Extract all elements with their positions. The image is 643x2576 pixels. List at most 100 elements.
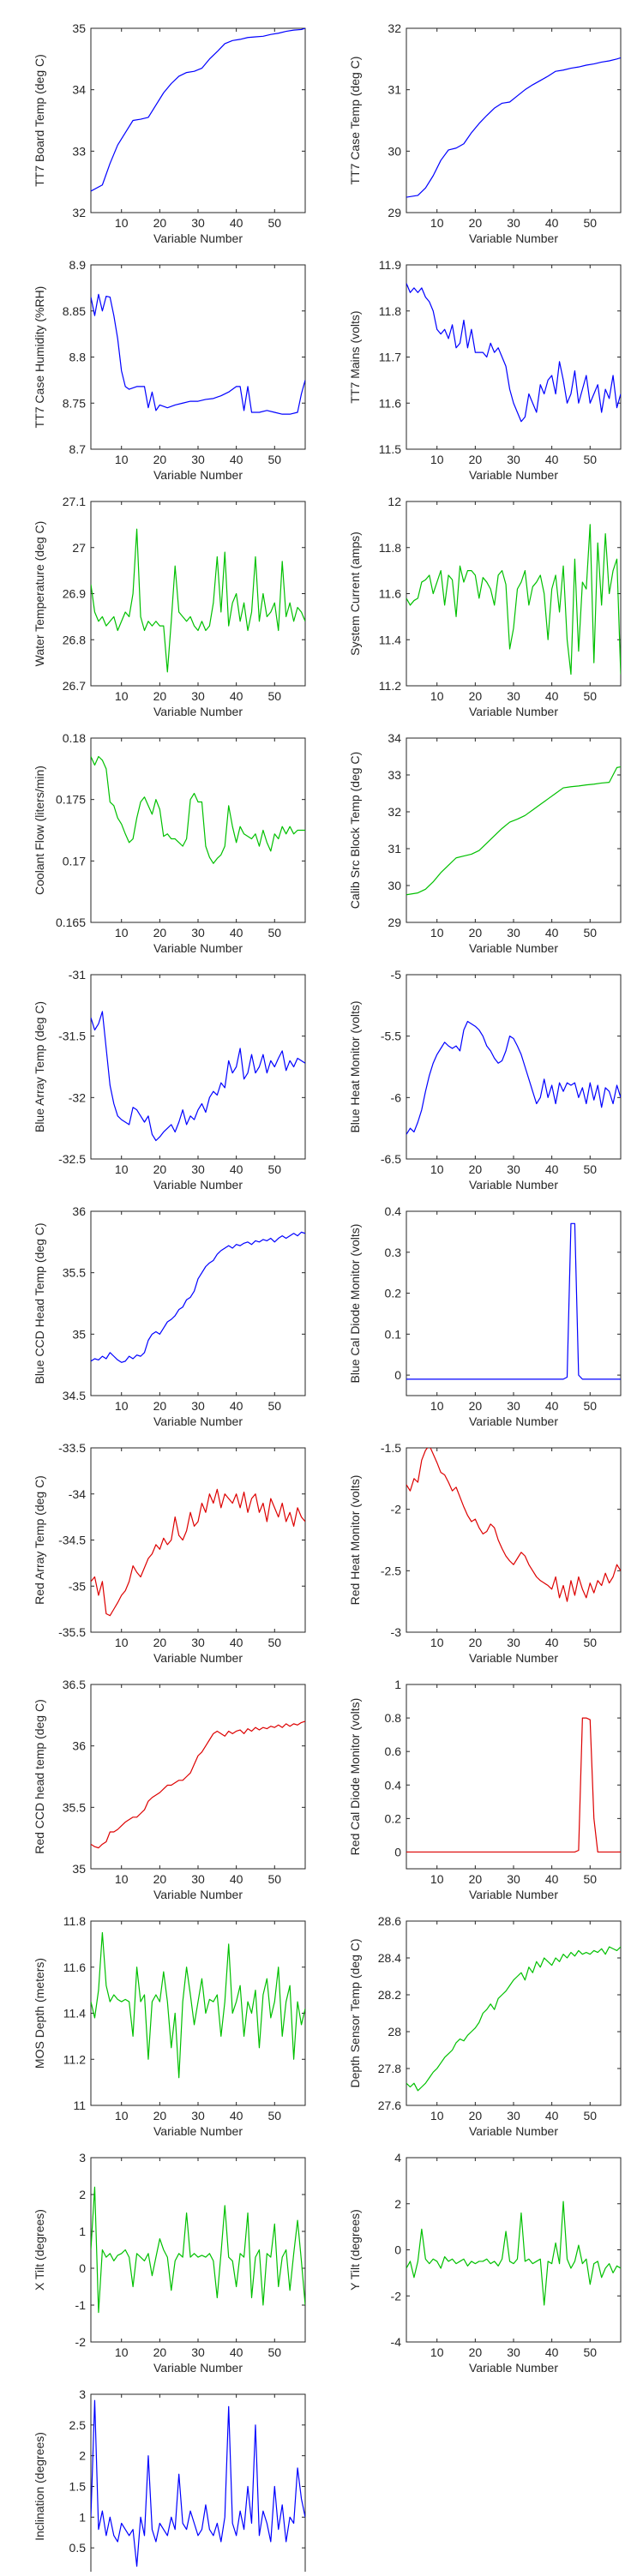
x-axis-label: Variable Number bbox=[469, 2124, 558, 2138]
series-line bbox=[91, 528, 305, 673]
x-tick-label: 30 bbox=[191, 216, 205, 230]
y-axis-label: Blue Cal Diode Monitor (volts) bbox=[348, 1224, 362, 1384]
y-tick-label: 11.6 bbox=[63, 1961, 86, 1974]
x-axis-label: Variable Number bbox=[153, 1888, 243, 1901]
y-axis-label: Blue CCD Head Temp (deg C) bbox=[33, 1222, 46, 1384]
plot-frame bbox=[90, 2393, 306, 2576]
y-tick-label: 11.8 bbox=[379, 304, 401, 318]
y-tick-label: 29 bbox=[388, 916, 401, 929]
y-tick-label: 0.18 bbox=[63, 731, 86, 745]
y-tick-label: 11.8 bbox=[63, 1914, 86, 1928]
y-tick-label: 26.8 bbox=[63, 633, 86, 646]
y-tick-label: 12 bbox=[388, 495, 401, 508]
x-tick-label: 20 bbox=[469, 926, 483, 940]
y-axis-label: Red CCD head temp (deg C) bbox=[33, 1699, 46, 1854]
y-axis-label: TT7 Case Humidity (%RH) bbox=[33, 286, 46, 429]
x-tick-label: 50 bbox=[267, 2345, 281, 2359]
y-axis-label: Depth Sensor Temp (deg C) bbox=[348, 1938, 362, 2087]
x-tick-label: 50 bbox=[583, 1872, 597, 1886]
y-tick-label: -1.5 bbox=[381, 1441, 401, 1455]
x-tick-label: 30 bbox=[191, 453, 205, 466]
x-tick-label: 40 bbox=[545, 689, 559, 703]
y-tick-label: 11.2 bbox=[63, 2052, 86, 2066]
chart-panel: 10 20 30 40 50 -35.5 -35 -34.5 -34 -33.5 Variable … bbox=[33, 1441, 306, 1665]
plot-frame bbox=[90, 27, 306, 213]
series-line bbox=[91, 2399, 305, 2567]
x-tick-label: 50 bbox=[583, 2109, 597, 2123]
plot-frame bbox=[406, 501, 622, 687]
y-axis-label: Calib Src Block Temp (deg C) bbox=[348, 752, 362, 909]
y-axis-label: Red Heat Monitor (volts) bbox=[348, 1475, 362, 1606]
series-line bbox=[406, 1946, 621, 2092]
series-line bbox=[406, 57, 621, 198]
x-tick-label: 40 bbox=[230, 926, 243, 940]
y-axis-label: System Current (amps) bbox=[348, 531, 362, 656]
y-tick-label: 28.4 bbox=[378, 1951, 401, 1965]
x-tick-label: 10 bbox=[430, 1399, 444, 1413]
chart-panel: 10 20 30 40 50 -3 -2.5 -2 -1.5 Variable Number Red… bbox=[348, 1441, 622, 1665]
y-axis-label: Red Cal Diode Monitor (volts) bbox=[348, 1698, 362, 1856]
y-axis-label: TT7 Case Temp (deg C) bbox=[348, 57, 362, 185]
y-tick-label: 0.3 bbox=[385, 1246, 402, 1259]
x-tick-label: 20 bbox=[469, 1872, 483, 1886]
x-tick-label: 40 bbox=[545, 2109, 559, 2123]
y-tick-label: 1 bbox=[79, 2225, 86, 2238]
x-tick-label: 20 bbox=[469, 1399, 483, 1413]
x-tick-label: 10 bbox=[430, 926, 444, 940]
y-tick-label: 36 bbox=[72, 1739, 86, 1753]
y-tick-label: 11.9 bbox=[379, 258, 401, 272]
plot-frame bbox=[406, 2157, 622, 2343]
x-axis-label: Variable Number bbox=[153, 1414, 243, 1428]
y-tick-label: 0.8 bbox=[385, 1711, 402, 1725]
series-line bbox=[406, 524, 621, 676]
y-tick-label: 28.2 bbox=[378, 1988, 401, 2002]
x-tick-label: 20 bbox=[469, 453, 483, 466]
y-tick-label: 34 bbox=[72, 83, 86, 97]
y-axis-label: Inclination (degrees) bbox=[33, 2432, 46, 2541]
series-line bbox=[406, 283, 621, 423]
x-tick-label: 50 bbox=[267, 1872, 281, 1886]
x-tick-label: 40 bbox=[545, 926, 559, 940]
y-axis-label: Blue Array Temp (deg C) bbox=[33, 1001, 46, 1132]
plot-frame bbox=[406, 264, 622, 450]
x-axis-label: Variable Number bbox=[469, 468, 558, 482]
x-tick-label: 20 bbox=[153, 1399, 167, 1413]
y-tick-label: 0 bbox=[394, 1368, 401, 1382]
x-axis-label: Variable Number bbox=[153, 231, 243, 245]
chart-panel: 10 20 30 40 50 11 11.2 11.4 11.6 11.8 Variable Num… bbox=[33, 1914, 306, 2138]
x-tick-label: 50 bbox=[267, 1162, 281, 1176]
x-tick-label: 30 bbox=[507, 453, 520, 466]
plot-frame bbox=[90, 1920, 306, 2106]
y-tick-label: 1.5 bbox=[69, 2480, 87, 2494]
x-axis-label: Variable Number bbox=[153, 941, 243, 955]
y-tick-label: 0.4 bbox=[385, 1204, 402, 1218]
x-axis-label: Variable Number bbox=[469, 1414, 558, 1428]
y-axis-label: X Tilt (degrees) bbox=[33, 2209, 46, 2291]
y-tick-label: 29 bbox=[388, 206, 401, 219]
y-tick-label: 8.75 bbox=[63, 396, 86, 410]
x-tick-label: 40 bbox=[545, 216, 559, 230]
series-line bbox=[406, 1222, 621, 1380]
plot-frame bbox=[90, 264, 306, 450]
y-tick-label: 34.5 bbox=[63, 1389, 86, 1402]
x-axis-label: Variable Number bbox=[153, 1651, 243, 1665]
series-line bbox=[91, 1931, 305, 2079]
y-tick-label: 33 bbox=[72, 144, 86, 158]
y-tick-label: 31 bbox=[388, 842, 401, 856]
y-tick-label: -2 bbox=[391, 2289, 402, 2303]
y-tick-label: -6 bbox=[391, 1090, 402, 1104]
y-tick-label: 0.4 bbox=[385, 1778, 402, 1792]
plot-frame bbox=[406, 737, 622, 923]
y-tick-label: 0 bbox=[394, 1845, 401, 1858]
x-tick-label: 40 bbox=[230, 1162, 243, 1176]
y-tick-label: -31 bbox=[69, 968, 86, 982]
y-tick-label: 2.5 bbox=[69, 2418, 87, 2432]
y-tick-label: 0.2 bbox=[385, 1811, 402, 1825]
y-axis-label: TT7 Mains (volts) bbox=[348, 310, 362, 403]
series-line bbox=[406, 1448, 621, 1602]
x-tick-label: 30 bbox=[191, 926, 205, 940]
y-tick-label: 30 bbox=[388, 879, 401, 892]
y-tick-label: -2 bbox=[75, 2335, 87, 2349]
x-tick-label: 20 bbox=[469, 1162, 483, 1176]
y-tick-label: 0 bbox=[79, 2261, 86, 2275]
